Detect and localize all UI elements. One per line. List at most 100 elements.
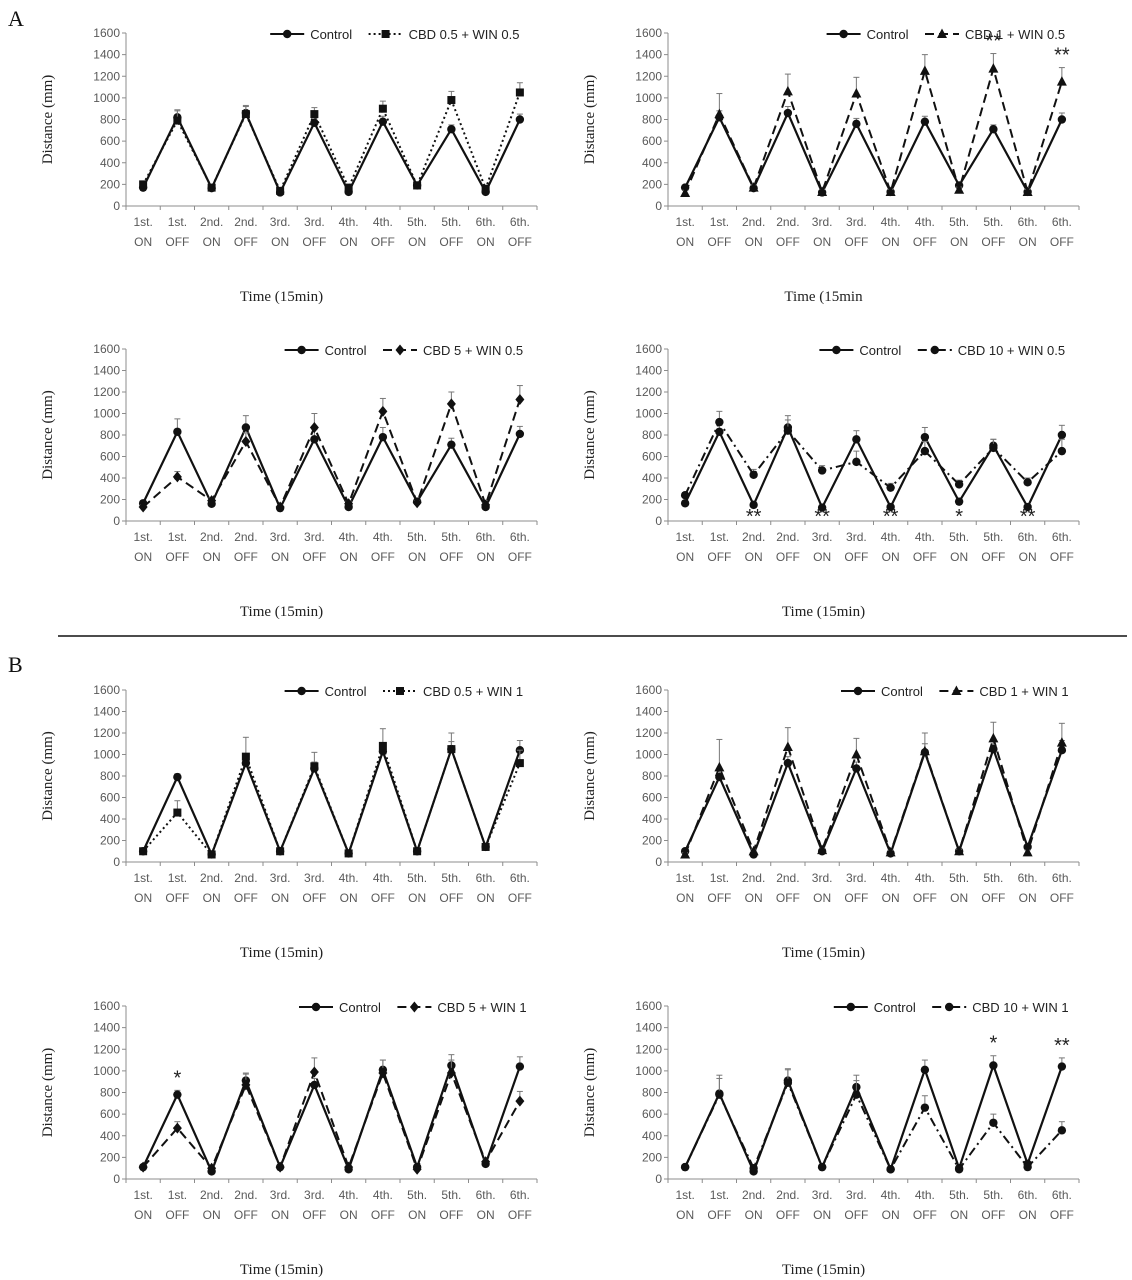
x-tick-label: 6th. (1018, 1188, 1038, 1202)
x-tick-label: 1st. (710, 530, 729, 544)
x-tick-label: OFF (981, 235, 1005, 249)
x-tick-label: OFF (165, 235, 189, 249)
y-tick-label: 600 (642, 450, 662, 464)
x-tick-label: 4th. (915, 1188, 935, 1202)
legend-marker (853, 686, 863, 696)
data-point (954, 1165, 964, 1174)
x-tick-label: ON (203, 235, 221, 249)
data-point (241, 435, 251, 447)
data-point (275, 501, 285, 513)
x-tick-label: ON (340, 1208, 358, 1222)
x-axis-title: Time (15min (784, 289, 863, 305)
x-tick-label: OFF (234, 550, 258, 564)
significance-marker: ** (746, 506, 762, 528)
y-tick-label: 400 (642, 471, 662, 485)
significance-marker: * (989, 1033, 997, 1055)
data-point (852, 764, 861, 773)
x-tick-label: ON (408, 1208, 426, 1222)
y-axis-title: Distance (mm) (40, 75, 56, 165)
data-point (378, 741, 387, 750)
legend: CBD 10 + WIN 1 Control (833, 1000, 1069, 1015)
x-tick-label: 2nd. (234, 215, 257, 229)
legend: CBD 10 + WIN 0.5 Control (819, 343, 1065, 358)
data-point (680, 499, 690, 508)
x-tick-label: 3rd. (304, 1188, 325, 1202)
x-tick-label: OFF (1050, 891, 1074, 905)
x-tick-label: OFF (439, 1208, 463, 1222)
legend-marker (832, 345, 841, 355)
x-tick-label: ON (745, 1208, 763, 1222)
x-tick-label: 5th. (983, 530, 1003, 544)
data-point (817, 186, 828, 196)
x-tick-label: 3rd. (270, 871, 291, 885)
legend: CBD 5 + WIN 0.5 Control (284, 343, 523, 358)
y-tick-label: 1600 (93, 683, 120, 697)
data-point (920, 446, 930, 456)
y-tick-label: 400 (100, 812, 120, 826)
x-tick-label: 3rd. (846, 1188, 867, 1202)
y-tick-label: 400 (642, 156, 662, 170)
data-point (817, 503, 827, 512)
data-point (515, 759, 524, 768)
x-tick-label: 4th. (373, 1188, 393, 1202)
data-point (817, 466, 827, 475)
series-line (142, 742, 521, 857)
legend-marker (381, 30, 390, 38)
x-tick-label: ON (882, 550, 900, 564)
x-tick-label: OFF (508, 235, 532, 249)
x-tick-label: OFF (371, 891, 395, 905)
x-tick-label: ON (340, 235, 358, 249)
data-point (447, 125, 456, 134)
legend-marker (283, 29, 292, 39)
x-tick-label: 6th. (1052, 871, 1072, 885)
data-point (885, 846, 896, 857)
series-line (684, 734, 1063, 856)
data-point (344, 849, 353, 858)
y-tick-label: 0 (655, 855, 662, 869)
x-tick-label: 2nd. (776, 871, 799, 885)
x-tick-label: 4th. (915, 871, 935, 885)
data-point (920, 117, 930, 126)
data-point (886, 502, 895, 512)
x-tick-label: 2nd. (776, 1188, 799, 1202)
y-tick-label: 1600 (635, 342, 662, 356)
x-tick-label: ON (408, 235, 426, 249)
x-tick-label: 3rd. (304, 215, 325, 229)
y-tick-label: 800 (642, 113, 662, 127)
x-tick-label: 3rd. (270, 530, 291, 544)
data-point (680, 187, 691, 198)
x-tick-label: ON (134, 550, 152, 564)
x-tick-label: 3rd. (846, 871, 867, 885)
y-tick-label: 1200 (93, 69, 120, 83)
x-tick-label: 6th. (476, 871, 496, 885)
data-point (988, 63, 999, 73)
x-tick-label: OFF (371, 235, 395, 249)
data-point (446, 1067, 456, 1079)
section-letter-a: A (8, 6, 24, 31)
x-axis-title: Time (15min) (782, 1262, 865, 1278)
data-point (515, 429, 525, 439)
series-line (684, 1080, 1063, 1172)
x-tick-label: OFF (1050, 1208, 1074, 1222)
legend-marker (396, 687, 404, 695)
x-tick-label: OFF (234, 235, 258, 249)
y-tick-label: 400 (100, 156, 120, 170)
chart-panel-6: 0 200 400 600 800 1000 1200 1400 1600 1st. ON 1st. O… (582, 683, 1080, 961)
legend-label: CBD 10 + WIN 0.5 (958, 343, 1065, 358)
x-tick-label: 2nd. (200, 530, 223, 544)
x-tick-label: 1st. (133, 871, 152, 885)
data-point (852, 457, 861, 467)
data-point (817, 844, 828, 855)
series-line (142, 92, 521, 194)
y-tick-label: 1600 (93, 999, 120, 1013)
x-tick-label: 3rd. (270, 1188, 291, 1202)
y-tick-label: 1000 (93, 407, 120, 421)
y-tick-label: 1000 (93, 91, 120, 105)
data-point (310, 1080, 319, 1090)
series-line (142, 1069, 521, 1173)
x-tick-label: OFF (234, 891, 258, 905)
legend-label: CBD 5 + WIN 1 (437, 1000, 526, 1015)
series-1 (138, 1054, 525, 1176)
y-tick-label: 1000 (635, 1064, 662, 1078)
x-tick-label: 1st. (710, 871, 729, 885)
